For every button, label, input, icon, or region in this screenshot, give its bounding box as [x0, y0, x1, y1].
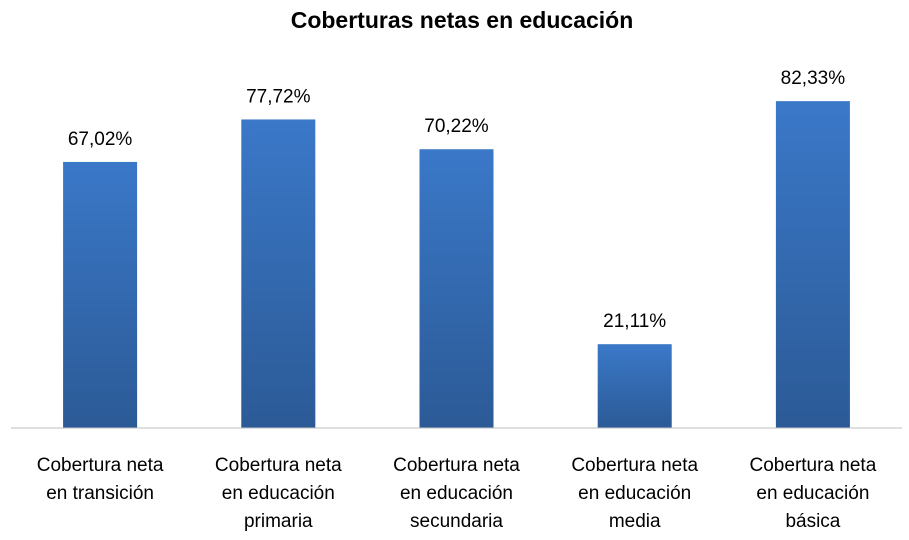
x-tick-label: Cobertura neta en educación secundaria: [393, 455, 520, 532]
x-tick-label-line: Cobertura neta: [571, 455, 698, 476]
value-label: 77,72%: [246, 86, 311, 107]
x-tick-label-line: en educación: [222, 483, 335, 504]
x-tick-label-line: en educación: [756, 483, 869, 504]
x-tick-label-line: en educación: [400, 483, 513, 504]
x-tick-label: Cobertura neta en transición: [37, 455, 164, 504]
value-label: 70,22%: [424, 116, 489, 137]
x-tick-label-line: en transición: [46, 483, 154, 504]
x-tick-label-line: en educación: [578, 483, 691, 504]
x-tick-label: Cobertura neta en educación primaria: [215, 455, 342, 532]
x-tick-label-line: Cobertura neta: [750, 455, 877, 476]
x-tick-label: Cobertura neta en educación media: [571, 455, 698, 532]
bar-shade: [775, 101, 850, 428]
x-tick-label-line: Cobertura neta: [37, 455, 164, 476]
value-label: 67,02%: [68, 129, 133, 150]
bar-shade: [241, 119, 316, 428]
bar-shade: [597, 344, 672, 428]
x-tick-label-line: básica: [785, 511, 840, 532]
bar-shade: [63, 161, 138, 428]
value-label: 82,33%: [781, 68, 846, 89]
x-tick-label: Cobertura neta en educación básica: [750, 455, 877, 532]
x-tick-label-line: Cobertura neta: [215, 455, 342, 476]
x-tick-label-line: secundaria: [410, 511, 503, 532]
chart-title: Coberturas netas en educación: [291, 7, 634, 33]
x-tick-label-line: primaria: [244, 511, 313, 532]
x-tick-label-line: media: [609, 511, 661, 532]
x-tick-label-line: Cobertura neta: [393, 455, 520, 476]
bar-shade: [419, 149, 494, 428]
value-label: 21,11%: [603, 311, 666, 332]
